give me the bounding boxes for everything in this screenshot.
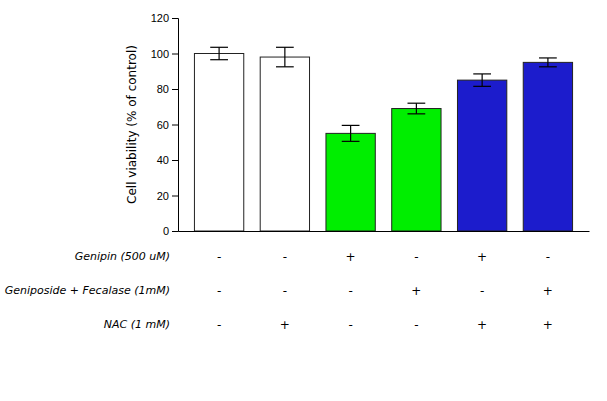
y-axis-title: Cell viability (% of control) xyxy=(125,45,139,204)
table-cell: - xyxy=(217,318,221,332)
error-bar xyxy=(219,47,220,59)
error-bar xyxy=(416,103,417,114)
y-tick-mark xyxy=(172,196,178,197)
bar xyxy=(326,133,375,231)
table-cell: + xyxy=(280,318,290,332)
y-tick: 120 xyxy=(151,12,178,24)
table-cell: - xyxy=(217,284,221,298)
error-cap xyxy=(539,57,557,58)
y-tick-label: 20 xyxy=(157,190,169,202)
error-cap xyxy=(342,125,360,126)
x-axis-line xyxy=(179,231,590,232)
bar xyxy=(194,54,243,232)
plot-area: 0 20 40 60 80 100 120 xyxy=(151,12,590,237)
error-bar xyxy=(284,47,285,67)
table-cell: + xyxy=(411,284,421,298)
bar xyxy=(457,80,506,231)
x-axis xyxy=(179,231,590,232)
table-row-label: Geniposide + Fecalase (1mM) xyxy=(5,284,170,297)
table: Genipin (500 uM) - - + - + - Geniposide + Fecal… xyxy=(5,250,553,332)
y-tick-mark xyxy=(172,54,178,55)
error-bar xyxy=(482,74,483,86)
table-row-label: Genipin (500 uM) xyxy=(75,250,170,263)
bars xyxy=(194,47,572,231)
error-cap xyxy=(473,73,491,74)
error-cap xyxy=(276,66,294,67)
y-tick: 0 xyxy=(163,225,178,237)
y-tick-label: 60 xyxy=(157,119,169,131)
y-tick-mark xyxy=(172,89,178,90)
y-tick-mark xyxy=(172,231,178,232)
table-cell: - xyxy=(283,284,287,298)
y-tick-mark xyxy=(172,18,178,19)
table-cell: - xyxy=(348,318,352,332)
error-cap xyxy=(408,113,426,114)
y-axis: 0 20 40 60 80 100 120 xyxy=(151,12,179,237)
error-cap xyxy=(408,103,426,104)
table-cell: + xyxy=(346,250,356,264)
bar xyxy=(260,57,309,231)
y-tick: 80 xyxy=(157,83,178,95)
bar xyxy=(523,62,572,231)
y-tick-label: 100 xyxy=(151,48,169,60)
table-cell: - xyxy=(217,250,221,264)
table-cell: + xyxy=(477,250,487,264)
table-cell: + xyxy=(543,284,553,298)
y-tick-label: 80 xyxy=(157,83,169,95)
table-cell: + xyxy=(543,318,553,332)
error-cap xyxy=(210,47,228,48)
y-tick-label: 120 xyxy=(151,12,169,24)
error-cap xyxy=(539,66,557,67)
error-cap xyxy=(210,59,228,60)
chart: 0 20 40 60 80 100 120 Cell viability (% of cont… xyxy=(0,0,607,401)
table-row-label: NAC (1 mM) xyxy=(104,318,170,331)
y-tick-label: 40 xyxy=(157,154,169,166)
y-tick: 60 xyxy=(157,119,178,131)
y-tick: 100 xyxy=(151,48,178,60)
error-cap xyxy=(342,141,360,142)
table-cell: - xyxy=(348,284,352,298)
y-tick-label: 0 xyxy=(163,225,169,237)
y-tick: 20 xyxy=(157,190,178,202)
error-cap xyxy=(276,47,294,48)
table-cell: - xyxy=(414,250,418,264)
y-axis-line xyxy=(172,19,179,232)
error-cap xyxy=(473,86,491,87)
y-tick-mark xyxy=(172,160,178,161)
error-bar xyxy=(350,125,351,141)
table-cell: - xyxy=(414,318,418,332)
y-tick: 40 xyxy=(157,154,178,166)
error-bar xyxy=(547,58,548,67)
table-cell: - xyxy=(546,250,550,264)
y-tick-mark xyxy=(172,125,178,126)
table-cell: - xyxy=(283,250,287,264)
table-cell: + xyxy=(477,318,487,332)
table-cell: - xyxy=(480,284,484,298)
bar xyxy=(392,109,441,231)
